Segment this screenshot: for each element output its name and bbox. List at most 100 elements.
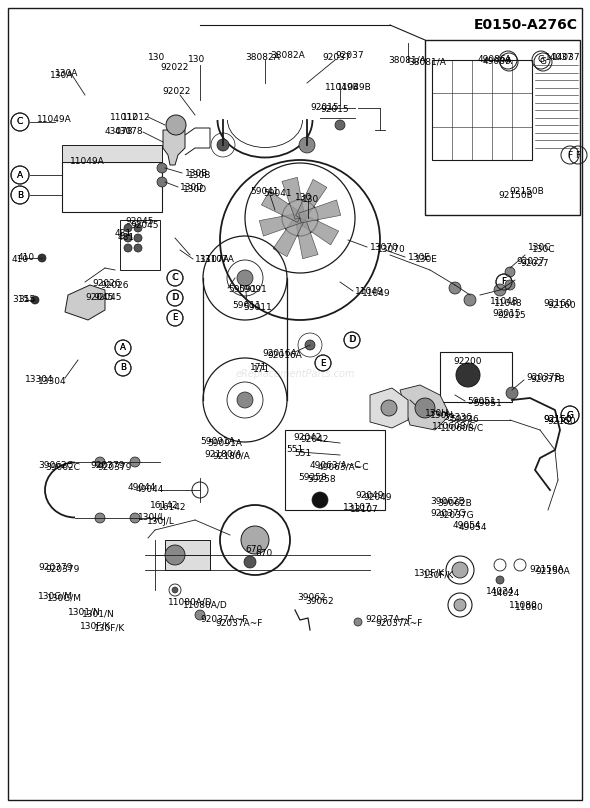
Bar — [62, 145, 162, 162]
Text: 14037: 14037 — [552, 53, 581, 61]
Text: A: A — [505, 56, 511, 65]
Text: D: D — [172, 293, 178, 302]
Text: 130C: 130C — [528, 243, 552, 252]
Text: 11080A/D: 11080A/D — [168, 597, 213, 607]
Text: 92037: 92037 — [322, 53, 350, 61]
Circle shape — [217, 139, 229, 151]
Text: 92160: 92160 — [543, 300, 572, 309]
Circle shape — [124, 224, 132, 232]
Circle shape — [496, 576, 504, 584]
Text: 11049: 11049 — [355, 288, 384, 297]
Text: 92015: 92015 — [497, 312, 526, 321]
Text: 315: 315 — [12, 296, 30, 305]
Text: 130B: 130B — [185, 170, 208, 179]
Text: 1301/N: 1301/N — [68, 608, 101, 617]
Text: 551: 551 — [294, 448, 312, 457]
Text: 1301/N: 1301/N — [82, 609, 114, 618]
Text: G: G — [566, 410, 573, 419]
Text: 11049B: 11049B — [337, 83, 372, 92]
Text: 14037: 14037 — [545, 53, 573, 62]
Text: 481: 481 — [115, 229, 132, 238]
Text: 130J/L: 130J/L — [138, 514, 166, 523]
Text: 130B: 130B — [188, 171, 211, 180]
Text: 130: 130 — [295, 192, 312, 201]
Circle shape — [172, 587, 178, 593]
Text: 49054: 49054 — [453, 520, 481, 529]
Text: A: A — [120, 343, 126, 352]
Text: 410: 410 — [12, 255, 29, 264]
Text: 92037G: 92037G — [438, 511, 474, 520]
Text: 130F/K: 130F/K — [423, 570, 454, 579]
Text: 130F/K: 130F/K — [414, 569, 445, 578]
Text: 92037G: 92037G — [430, 510, 466, 519]
Circle shape — [134, 244, 142, 252]
Circle shape — [244, 556, 256, 568]
Circle shape — [157, 177, 167, 187]
Text: 11048: 11048 — [490, 297, 519, 305]
Text: 11049A: 11049A — [37, 115, 72, 124]
Polygon shape — [282, 177, 305, 219]
Text: 92026: 92026 — [100, 281, 129, 291]
Text: 11049: 11049 — [362, 288, 391, 297]
Text: 92049: 92049 — [363, 493, 392, 502]
Text: 39062B: 39062B — [437, 499, 472, 507]
Text: 130C: 130C — [532, 246, 556, 255]
Text: 11012: 11012 — [122, 113, 150, 123]
Bar — [120, 220, 160, 270]
Text: 92200: 92200 — [453, 357, 481, 367]
Text: A: A — [506, 57, 512, 66]
Text: 11060B/C: 11060B/C — [432, 422, 476, 431]
Circle shape — [305, 340, 315, 350]
Text: 171: 171 — [253, 365, 270, 374]
Text: 11048: 11048 — [494, 298, 523, 308]
Text: 59258: 59258 — [307, 475, 336, 485]
Text: 130G/M: 130G/M — [38, 591, 73, 600]
Text: 38081/A: 38081/A — [408, 57, 446, 66]
Text: 11080: 11080 — [509, 601, 537, 611]
Text: 92037B: 92037B — [530, 376, 565, 385]
Text: 92026: 92026 — [92, 280, 120, 288]
Text: 130D: 130D — [180, 183, 204, 192]
Text: 38082A: 38082A — [270, 50, 305, 60]
Text: 14024: 14024 — [486, 587, 514, 596]
Text: 92045: 92045 — [93, 293, 122, 302]
Polygon shape — [370, 388, 408, 428]
Circle shape — [241, 526, 269, 554]
Text: 130F/K: 130F/K — [94, 624, 125, 633]
Circle shape — [38, 254, 46, 262]
Text: 92022: 92022 — [160, 64, 188, 73]
Text: 49063/A~C: 49063/A~C — [310, 461, 362, 469]
Text: 92015: 92015 — [310, 103, 339, 112]
Circle shape — [134, 234, 142, 242]
Text: F: F — [502, 277, 506, 287]
Text: 920379: 920379 — [45, 566, 80, 574]
Text: 39062B: 39062B — [430, 496, 465, 506]
Text: C: C — [17, 117, 23, 127]
Text: 92022: 92022 — [162, 87, 191, 96]
Text: 920379: 920379 — [97, 464, 132, 473]
Text: E: E — [172, 314, 178, 322]
Text: 59051: 59051 — [467, 398, 496, 406]
Text: 13070: 13070 — [377, 246, 406, 255]
Text: 92037A~F: 92037A~F — [215, 618, 263, 628]
Circle shape — [449, 282, 461, 294]
Circle shape — [415, 398, 435, 418]
Text: 92037B: 92037B — [526, 373, 560, 382]
Text: 59091: 59091 — [238, 285, 267, 294]
Circle shape — [130, 513, 140, 523]
Text: 39062: 39062 — [305, 597, 333, 607]
Circle shape — [494, 284, 506, 296]
Circle shape — [195, 610, 205, 620]
Text: 670: 670 — [245, 545, 262, 554]
Text: 39062C: 39062C — [38, 461, 73, 470]
Text: 59011: 59011 — [232, 301, 261, 309]
Text: D: D — [172, 293, 178, 302]
Text: 39062C: 39062C — [45, 464, 80, 473]
Text: C: C — [17, 117, 23, 127]
Text: B: B — [17, 191, 23, 200]
Text: 59041: 59041 — [263, 188, 291, 197]
Text: 38081/A: 38081/A — [388, 56, 426, 65]
Text: 92150: 92150 — [547, 418, 576, 427]
Text: 16142: 16142 — [158, 503, 186, 512]
Text: F: F — [568, 150, 572, 159]
